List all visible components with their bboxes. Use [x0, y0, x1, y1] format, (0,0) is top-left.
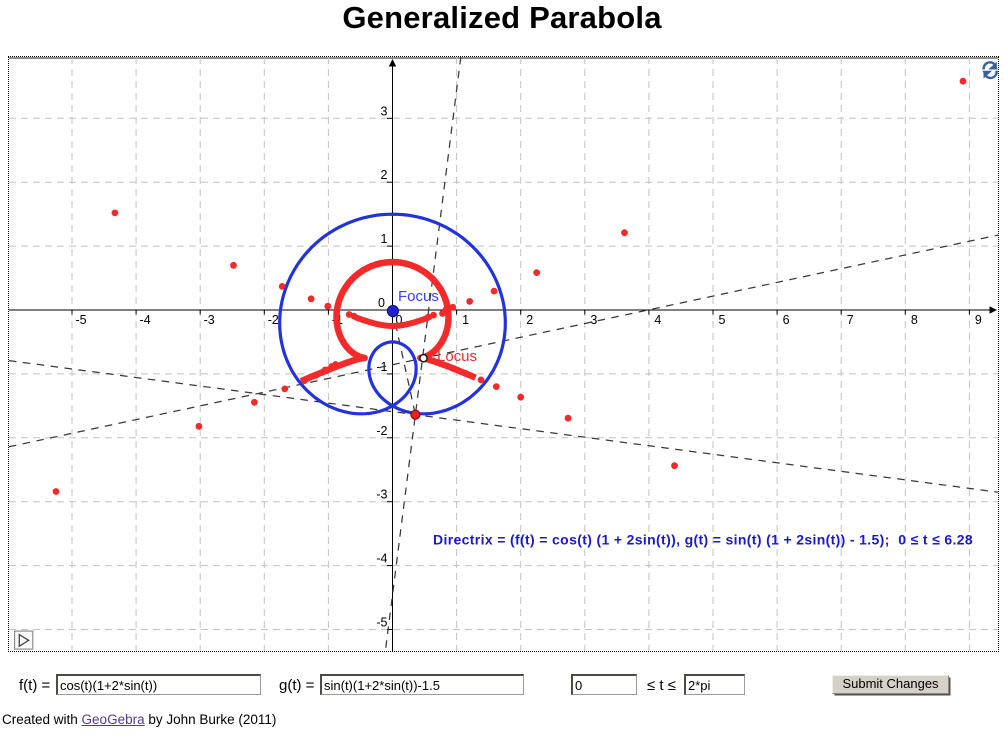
- svg-text:Focus: Focus: [398, 288, 439, 305]
- svg-text:-4: -4: [140, 313, 151, 327]
- svg-text:-3: -3: [376, 488, 387, 502]
- svg-text:-3: -3: [204, 313, 215, 327]
- svg-text:5: 5: [719, 313, 726, 327]
- svg-text:-2: -2: [268, 313, 279, 327]
- svg-text:1: 1: [462, 313, 469, 327]
- svg-text:4: 4: [654, 313, 661, 327]
- svg-text:-4: -4: [376, 552, 387, 566]
- svg-text:Locus: Locus: [437, 348, 477, 365]
- svg-text:2: 2: [526, 313, 533, 327]
- svg-text:-5: -5: [75, 313, 86, 327]
- svg-text:3: 3: [381, 104, 388, 118]
- svg-text:9: 9: [975, 313, 982, 327]
- svg-text:-5: -5: [376, 616, 387, 630]
- svg-text:Directrix = (f(t) = cos(t) (1: Directrix = (f(t) = cos(t) (1 + 2sin(t))…: [433, 532, 973, 548]
- svg-text:6: 6: [783, 313, 790, 327]
- svg-text:7: 7: [847, 313, 854, 327]
- svg-text:0: 0: [396, 313, 403, 327]
- svg-text:1: 1: [381, 232, 388, 246]
- svg-text:-2: -2: [376, 424, 387, 438]
- svg-text:8: 8: [911, 313, 918, 327]
- svg-text:0: 0: [378, 296, 385, 310]
- svg-text:2: 2: [381, 168, 388, 182]
- svg-text:3: 3: [590, 313, 597, 327]
